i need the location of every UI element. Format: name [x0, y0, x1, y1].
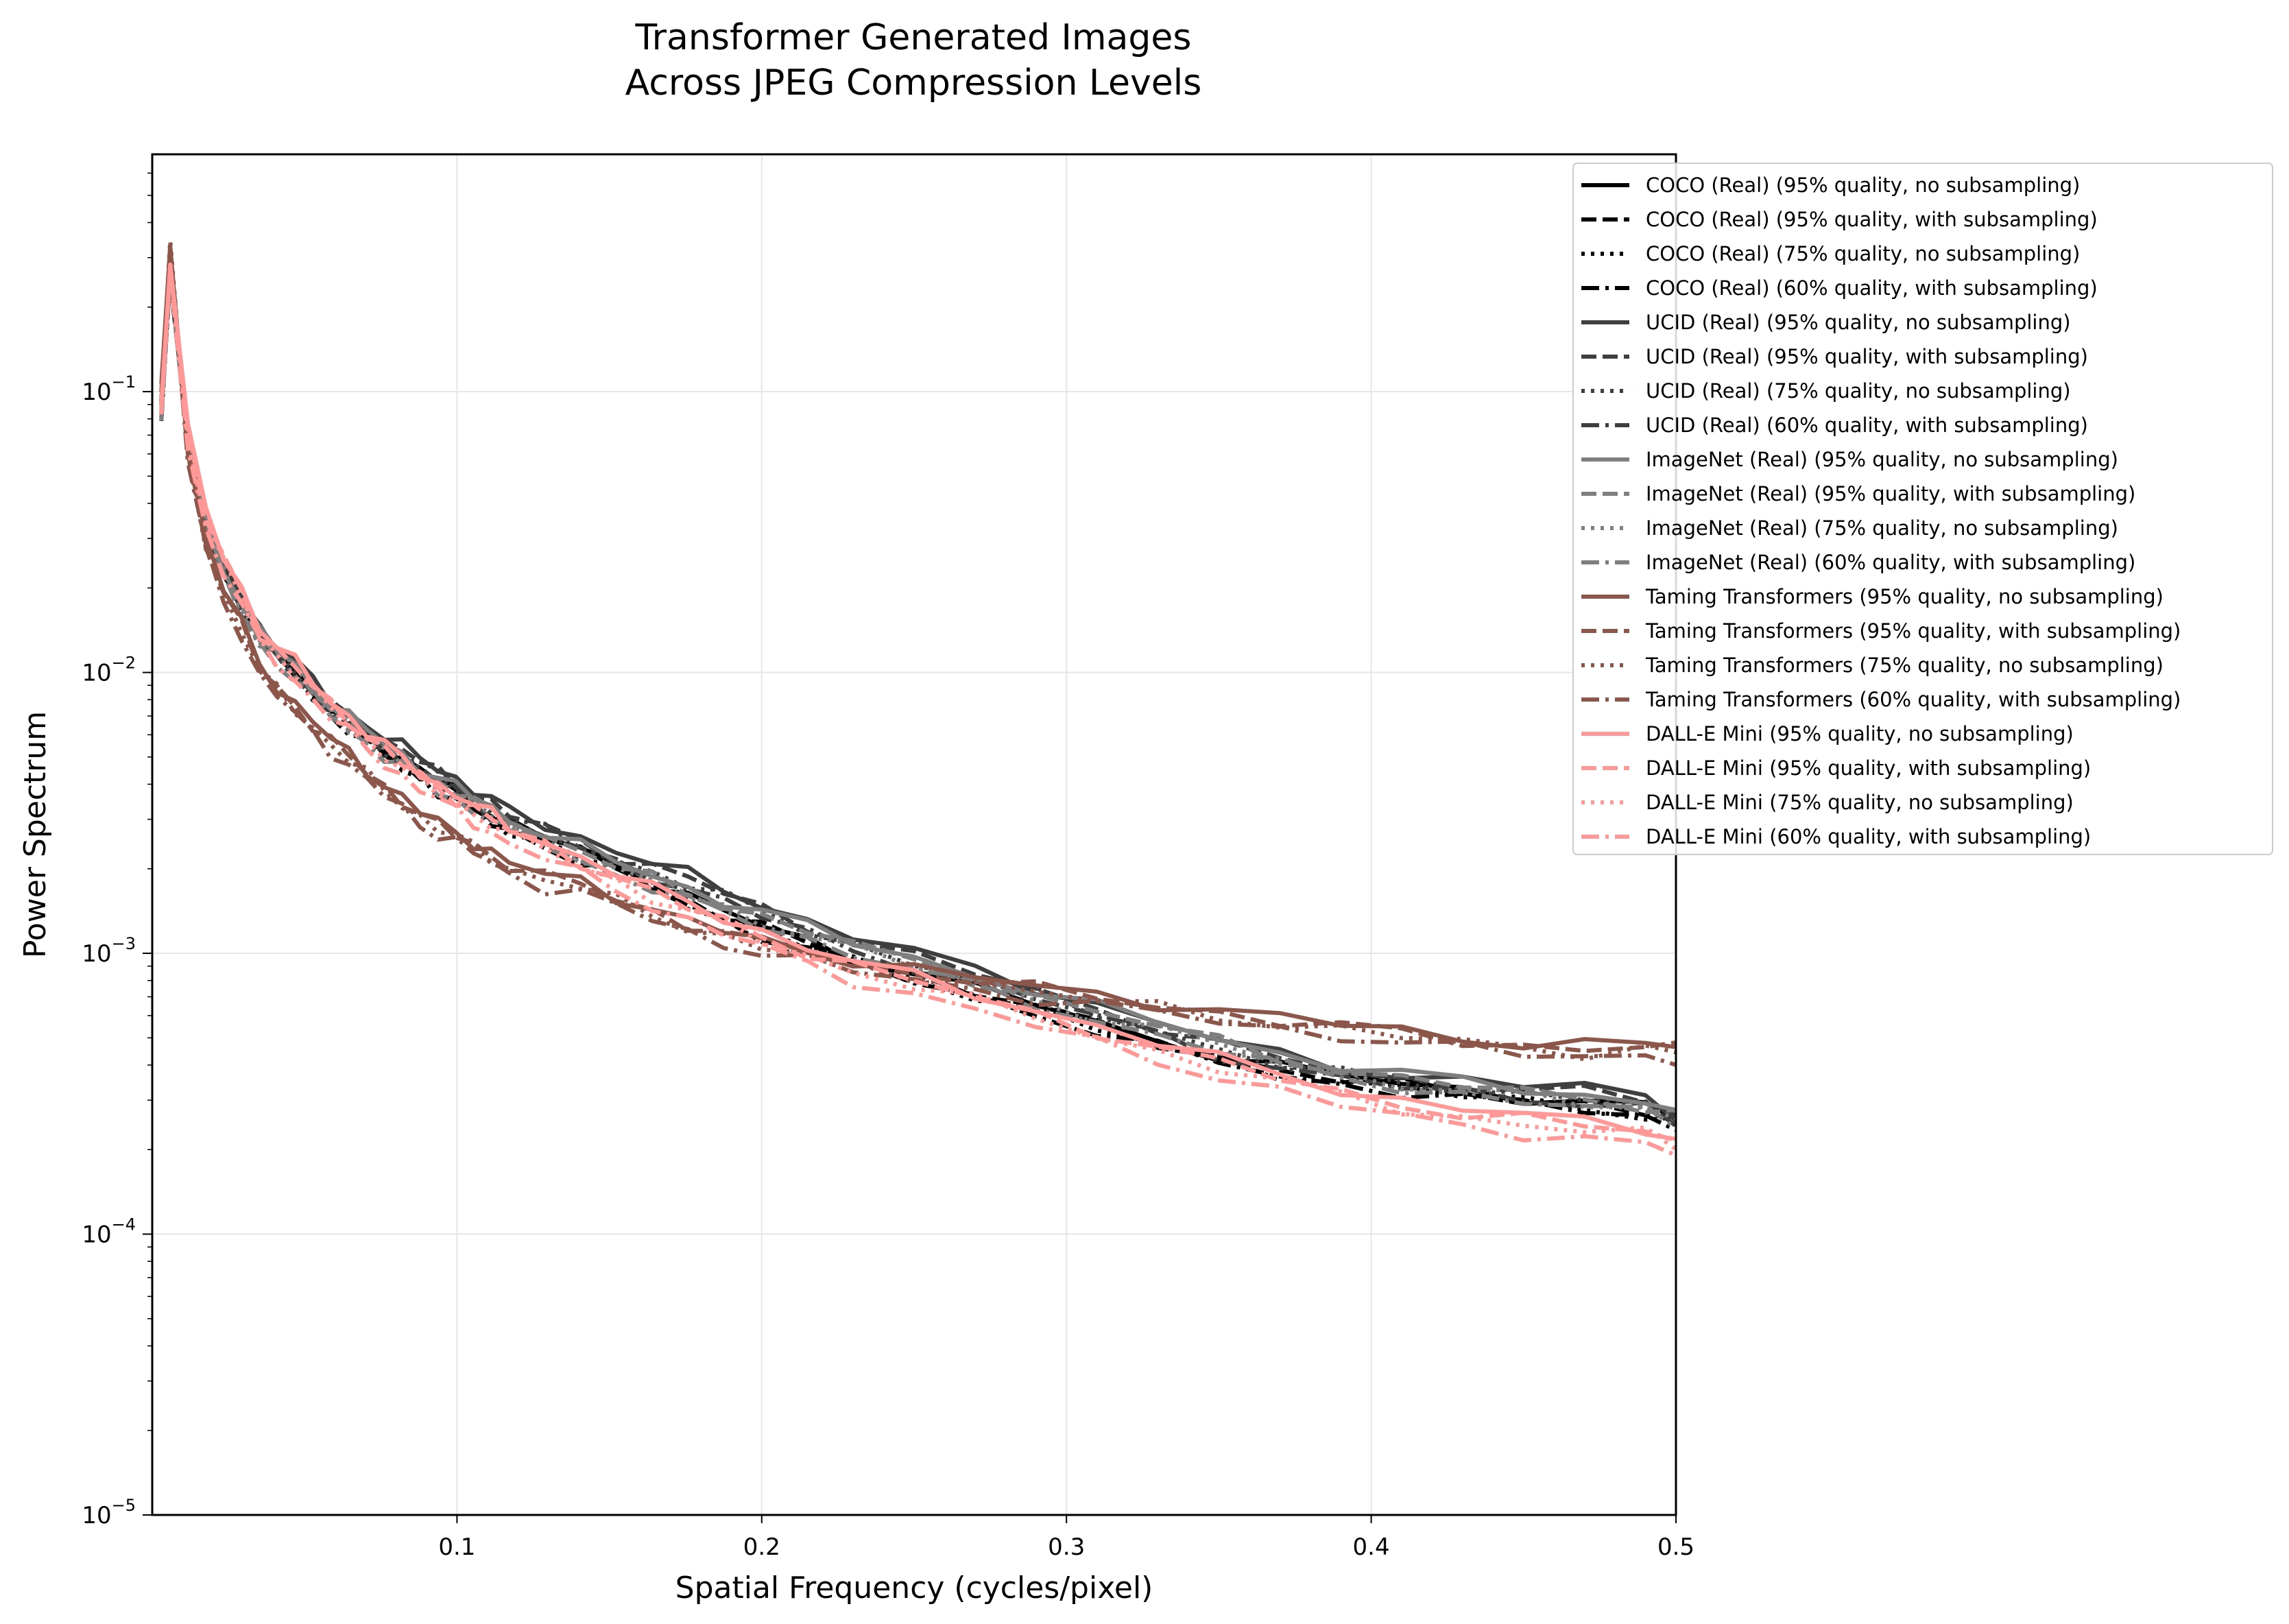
legend-entry-label: DALL-E Mini (60% quality, with subsampli… — [1646, 825, 2091, 848]
legend-entry-label: UCID (Real) (60% quality, with subsampli… — [1646, 414, 2088, 437]
series-line — [159, 248, 1676, 1067]
x-axis-ticks: 0.1 0.2 0.3 0.4 0.5 — [438, 1515, 1694, 1561]
series-line — [159, 264, 1676, 1121]
y-tick-base: 10 — [82, 940, 111, 968]
chart-title-line-2: Across JPEG Compression Levels — [625, 62, 1202, 104]
legend-entry-label: DALL-E Mini (75% quality, no subsampling… — [1646, 791, 2074, 814]
legend-entry-label: DALL-E Mini (95% quality, no subsampling… — [1646, 722, 2074, 745]
legend-entry-label: UCID (Real) (95% quality, no subsampling… — [1646, 311, 2071, 334]
legend-entry-label: ImageNet (Real) (95% quality, with subsa… — [1646, 482, 2135, 505]
x-tick-label: 0.4 — [1353, 1533, 1390, 1561]
x-axis-label: Spatial Frequency (cycles/pixel) — [675, 1571, 1153, 1605]
series-lines — [159, 238, 1676, 1158]
legend-entry-label: ImageNet (Real) (60% quality, with subsa… — [1646, 551, 2135, 574]
legend-entry-label: DALL-E Mini (95% quality, with subsampli… — [1646, 756, 2091, 780]
y-tick-label: 10−1 — [82, 372, 136, 406]
y-tick-base: 10 — [82, 1221, 111, 1249]
legend-entry-label: Taming Transformers (95% quality, no sub… — [1645, 585, 2164, 608]
x-tick-label: 0.5 — [1657, 1533, 1694, 1561]
y-tick-base: 10 — [82, 660, 111, 687]
series-line — [159, 273, 1676, 1128]
y-tick-base: 10 — [82, 1502, 111, 1529]
series-line — [159, 264, 1676, 1143]
legend-entry-label: UCID (Real) (95% quality, with subsampli… — [1646, 345, 2088, 368]
legend-entry-label: ImageNet (Real) (95% quality, no subsamp… — [1646, 448, 2118, 471]
y-tick-label: 10−3 — [82, 934, 136, 968]
y-tick-label: 10−2 — [82, 654, 136, 687]
legend-box — [1572, 163, 2273, 855]
legend-entry-label: COCO (Real) (95% quality, no subsampling… — [1646, 174, 2080, 197]
legend-entry-label: Taming Transformers (95% quality, with s… — [1645, 619, 2181, 643]
y-tick-base: 10 — [82, 379, 111, 406]
x-tick-label: 0.1 — [438, 1533, 475, 1561]
series-line — [159, 243, 1676, 1053]
series-line — [159, 238, 1676, 1062]
y-tick-exponent: −1 — [112, 372, 136, 392]
legend-entry-label: UCID (Real) (75% quality, no subsampling… — [1646, 379, 2071, 403]
y-tick-label: 10−5 — [82, 1496, 136, 1529]
y-tick-exponent: −3 — [112, 934, 136, 953]
chart-title-line-1: Transformer Generated Images — [635, 17, 1192, 58]
y-axis-ticks: 10−110−210−310−410−5 — [82, 172, 152, 1529]
y-tick-exponent: −2 — [112, 654, 136, 673]
legend-entry-label: COCO (Real) (75% quality, no subsampling… — [1646, 242, 2080, 265]
legend-entry-label: ImageNet (Real) (75% quality, no subsamp… — [1646, 516, 2118, 540]
x-tick-label: 0.3 — [1048, 1533, 1085, 1561]
legend-entry-label: COCO (Real) (95% quality, with subsampli… — [1646, 208, 2098, 231]
y-axis-label: Power Spectrum — [18, 711, 53, 958]
y-tick-exponent: −5 — [112, 1496, 136, 1515]
legend-entry-label: Taming Transformers (75% quality, no sub… — [1645, 654, 2164, 677]
legend-entry-label: Taming Transformers (60% quality, with s… — [1645, 688, 2181, 711]
legend: COCO (Real) (95% quality, no subsampling… — [1572, 163, 2273, 855]
y-tick-exponent: −4 — [112, 1215, 136, 1234]
series-line — [159, 271, 1676, 1158]
legend-entry-label: COCO (Real) (60% quality, with subsampli… — [1646, 276, 2098, 300]
x-tick-label: 0.2 — [743, 1533, 780, 1561]
y-tick-label: 10−4 — [82, 1215, 136, 1249]
